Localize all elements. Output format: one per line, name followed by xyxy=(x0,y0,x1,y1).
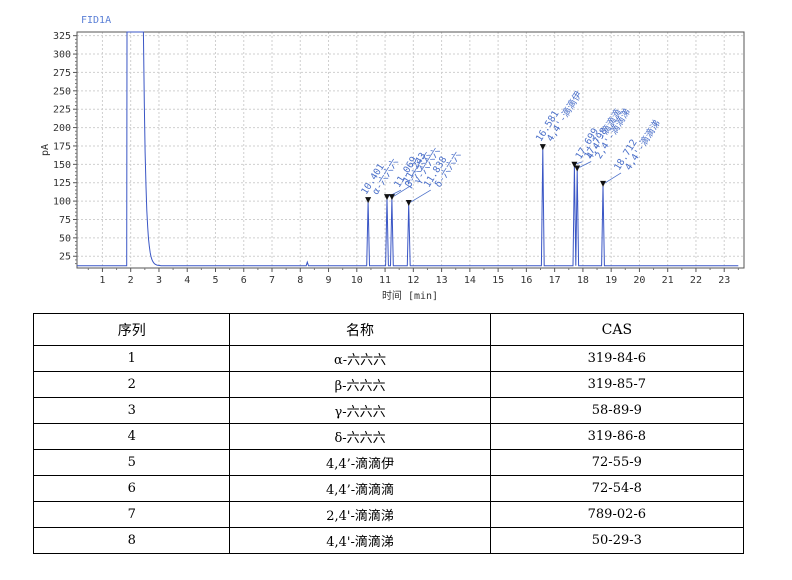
peak-marker xyxy=(388,194,395,201)
y-tick-label: 225 xyxy=(53,105,71,116)
peak-leader-line xyxy=(393,185,411,197)
cell-name: γ-六六六 xyxy=(229,397,491,424)
table-row: 5 4,4’-滴滴伊 72-55-9 xyxy=(32,449,745,476)
x-tick-label: 19 xyxy=(605,275,617,286)
x-tick-label: 23 xyxy=(718,275,730,286)
cell-index: 8 xyxy=(32,527,231,554)
peak-marker xyxy=(539,144,546,151)
peak-marker xyxy=(384,194,391,201)
y-tick-label: 150 xyxy=(53,160,71,171)
x-tick-label: 10 xyxy=(351,275,363,286)
cell-cas: 789-02-6 xyxy=(489,501,745,528)
cell-cas: 50-29-3 xyxy=(489,527,745,554)
y-tick-label: 250 xyxy=(53,86,71,97)
y-tick-label: 325 xyxy=(53,31,71,42)
peak-leader-line xyxy=(576,161,583,165)
cell-index: 2 xyxy=(32,371,231,398)
table-row: 8 4,4'-滴滴涕 50-29-3 xyxy=(32,527,745,554)
peak-marker xyxy=(600,180,607,187)
x-tick-label: 4 xyxy=(184,275,190,286)
header-index: 序列 xyxy=(32,313,231,346)
cell-name: 2,4'-滴滴涕 xyxy=(229,501,491,528)
y-tick-label: 75 xyxy=(59,215,71,226)
x-tick-label: 16 xyxy=(520,275,532,286)
table-row: 3 γ-六六六 58-89-9 xyxy=(32,397,745,424)
peak-marker xyxy=(405,200,412,207)
y-axis-label: pA xyxy=(40,144,51,156)
table-row: 1 α-六六六 319-84-6 xyxy=(32,345,745,372)
x-tick-label: 12 xyxy=(407,275,419,286)
peak-annotations: 10.401α-六六六11.069β-六六六11.243γ-六六六11.838δ… xyxy=(359,89,663,207)
cell-cas: 58-89-9 xyxy=(489,397,745,424)
x-tick-label: 8 xyxy=(297,275,303,286)
x-tick-label: 13 xyxy=(436,275,448,286)
x-axis: 1 2 3 4 5 6 7 8 9 10 11 12 13 14 15 16 17 18 19 20 21 22 23 xyxy=(87,268,739,286)
table-row: 6 4,4’-滴滴滴 72-54-8 xyxy=(32,475,745,502)
cell-index: 5 xyxy=(32,449,231,476)
y-tick-label: 200 xyxy=(53,123,71,134)
peak-leader-line xyxy=(604,172,622,184)
cell-index: 3 xyxy=(32,397,231,424)
x-tick-label: 20 xyxy=(633,275,645,286)
table-row: 4 δ-六六六 319-86-8 xyxy=(32,423,745,450)
peak-leader-line xyxy=(579,161,592,168)
cell-name: α-六六六 xyxy=(229,345,491,372)
cell-index: 6 xyxy=(32,475,231,502)
y-tick-label: 125 xyxy=(53,178,71,189)
x-tick-label: 7 xyxy=(269,275,275,286)
header-cas: CAS xyxy=(489,313,745,346)
x-tick-label: 11 xyxy=(379,275,391,286)
header-name: 名称 xyxy=(229,313,491,346)
cell-name: β-六六六 xyxy=(229,371,491,398)
x-tick-label: 2 xyxy=(128,275,134,286)
y-tick-label: 25 xyxy=(59,252,71,263)
cell-cas: 319-84-6 xyxy=(489,345,745,372)
x-tick-label: 17 xyxy=(549,275,561,286)
x-tick-label: 22 xyxy=(690,275,702,286)
peak-marker xyxy=(574,165,581,172)
detector-label: FID1A xyxy=(81,15,111,26)
cell-cas: 72-54-8 xyxy=(489,475,745,502)
y-tick-label: 100 xyxy=(53,197,71,208)
cell-cas: 72-55-9 xyxy=(489,449,745,476)
peak-leader-line xyxy=(410,189,431,203)
x-tick-label: 6 xyxy=(241,275,247,286)
y-tick-label: 175 xyxy=(53,141,71,152)
cell-index: 4 xyxy=(32,423,231,450)
x-tick-label: 3 xyxy=(156,275,162,286)
table-row: 2 β-六六六 319-85-7 xyxy=(32,371,745,398)
x-tick-label: 15 xyxy=(492,275,504,286)
cell-cas: 319-86-8 xyxy=(489,423,745,450)
x-tick-label: 18 xyxy=(577,275,589,286)
cell-index: 7 xyxy=(32,501,231,528)
table-header-row: 序列 名称 CAS xyxy=(32,313,745,346)
y-tick-label: 300 xyxy=(53,50,71,61)
x-tick-label: 14 xyxy=(464,275,476,286)
x-tick-label: 9 xyxy=(326,275,332,286)
y-tick-label: 275 xyxy=(53,68,71,79)
y-axis: 25 50 75 100 125 150 175 200 225 250 275 300 325 xyxy=(53,31,77,265)
peak-marker xyxy=(571,161,578,168)
cell-name: δ-六六六 xyxy=(229,423,491,450)
cell-cas: 319-85-7 xyxy=(489,371,745,398)
table-row: 7 2,4'-滴滴涕 789-02-6 xyxy=(32,501,745,528)
x-tick-label: 1 xyxy=(99,275,105,286)
cell-name: 4,4'-滴滴涕 xyxy=(229,527,491,554)
chromatogram-trace xyxy=(77,31,739,267)
x-axis-label: 时间 [min] xyxy=(382,289,438,302)
compound-table: 序列 名称 CAS 1 α-六六六 319-84-6 2 β-六六六 319-85-7 3 γ… xyxy=(32,313,745,554)
y-tick-label: 50 xyxy=(59,233,71,244)
x-tick-label: 21 xyxy=(662,275,674,286)
cell-index: 1 xyxy=(32,345,231,372)
cell-name: 4,4’-滴滴滴 xyxy=(229,475,491,502)
cell-name: 4,4’-滴滴伊 xyxy=(229,449,491,476)
peak-marker xyxy=(365,197,372,204)
x-tick-label: 5 xyxy=(212,275,218,286)
